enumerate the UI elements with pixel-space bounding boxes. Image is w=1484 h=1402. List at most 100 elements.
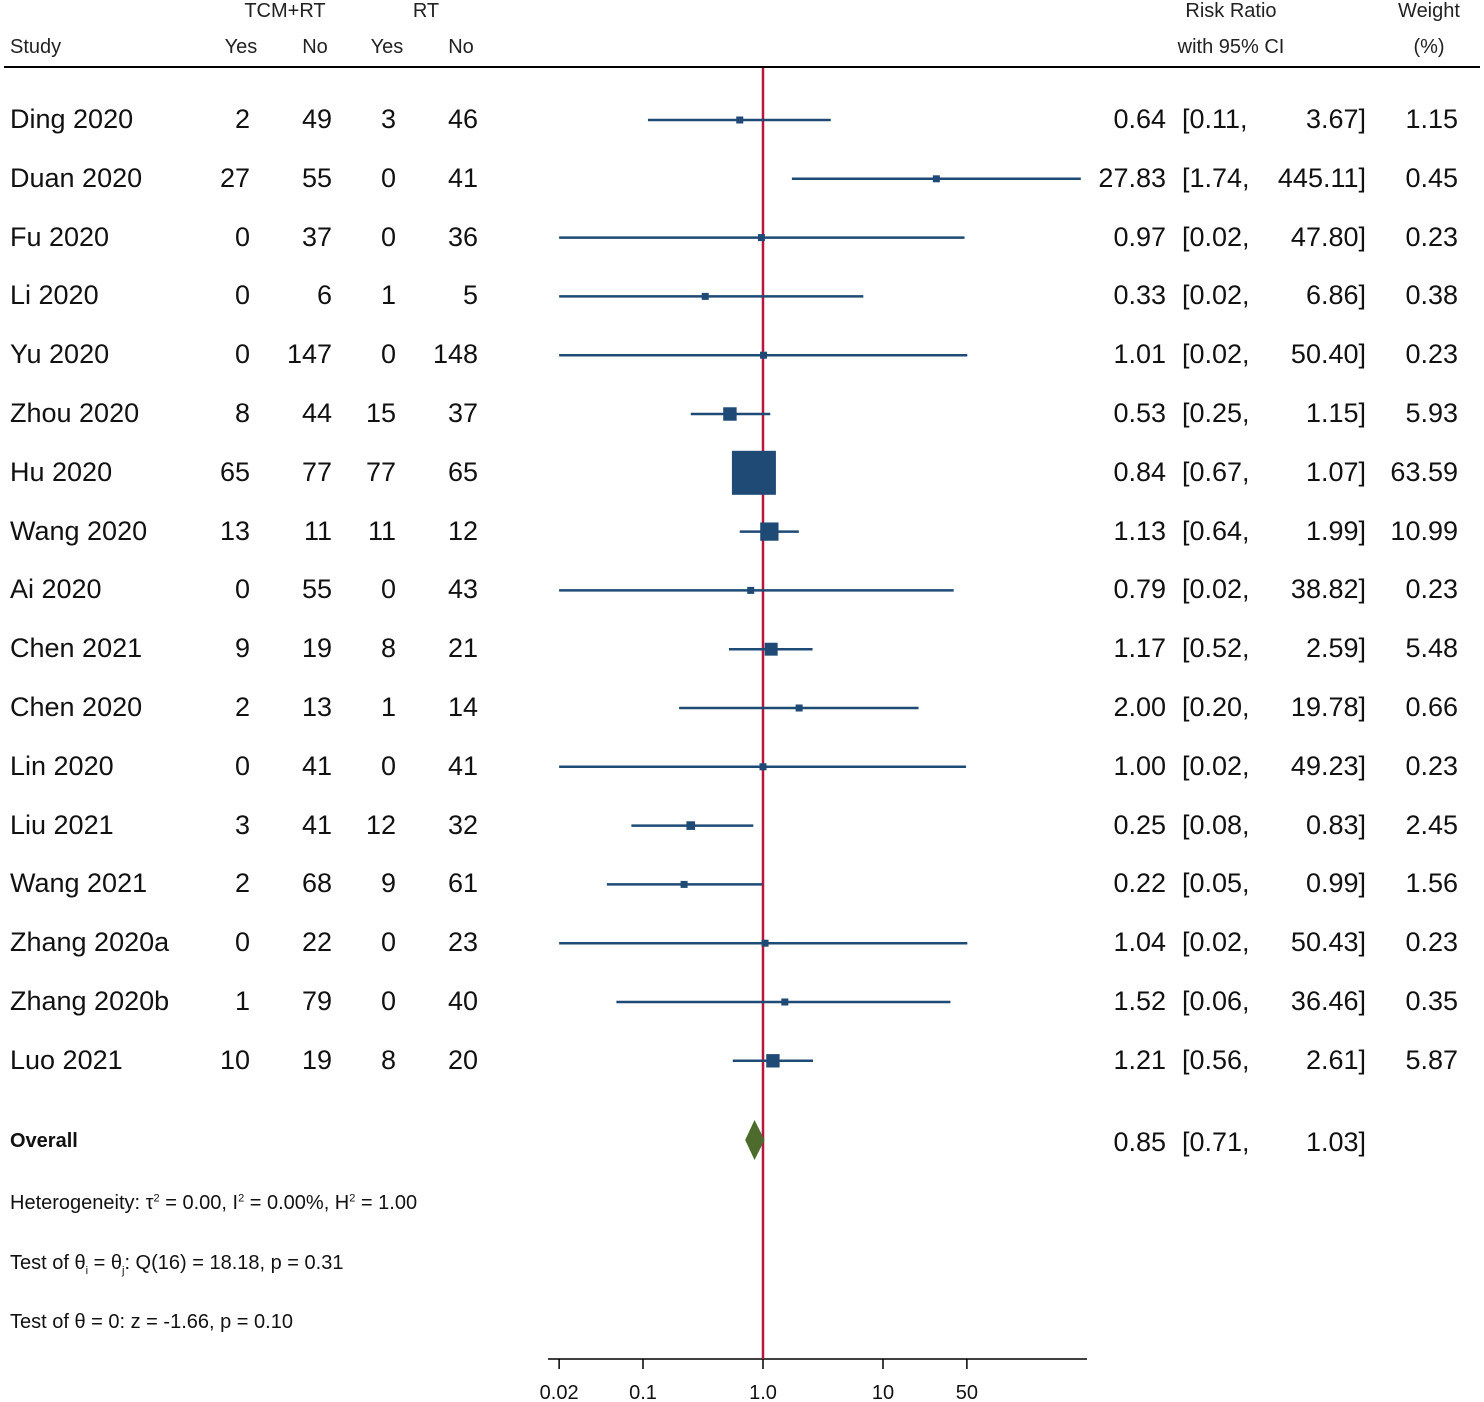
no2-value: 148 — [432, 339, 478, 370]
yes1-value: 10 — [219, 1044, 250, 1075]
yes2-value: 0 — [380, 927, 396, 958]
study-name: Duan 2020 — [10, 162, 143, 193]
effect-header-line1: Risk Ratio — [1185, 0, 1277, 22]
ci-lower-value: [0.02, — [1182, 280, 1250, 311]
yes1-value: 2 — [234, 868, 250, 899]
homogeneity-test-stat: Test of θi = θj: Q(16) = 18.18, p = 0.31 — [10, 1252, 344, 1277]
rr-value: 0.25 — [1113, 809, 1166, 840]
yes1-value: 8 — [234, 398, 250, 428]
effect-marker — [764, 642, 778, 656]
ci-lower-value: [0.64, — [1182, 515, 1250, 546]
no2-value: 41 — [447, 162, 478, 193]
yes1-value: 2 — [234, 104, 250, 134]
study-name: Luo 2021 — [10, 1044, 123, 1075]
no2-value: 20 — [447, 1044, 478, 1075]
no1-value: 6 — [316, 280, 332, 311]
yes2-value: 0 — [380, 339, 396, 370]
weight-value: 0.23 — [1405, 927, 1458, 958]
yes2-value: 1 — [380, 692, 396, 722]
yes1-value: 0 — [234, 339, 250, 370]
rr-value: 2.00 — [1113, 692, 1166, 722]
ci-lower-value: [0.25, — [1182, 398, 1250, 428]
yes1-value: 65 — [219, 456, 250, 487]
study-name: Wang 2020 — [10, 515, 148, 546]
study-name: Li 2020 — [10, 280, 99, 311]
effect-marker — [757, 234, 765, 242]
yes1-value: 3 — [234, 809, 250, 840]
yes2-value: 0 — [380, 221, 396, 252]
rr-value: 1.21 — [1113, 1044, 1166, 1075]
ci-upper-value: 36.46] — [1290, 986, 1366, 1016]
weight-value: 0.45 — [1405, 162, 1458, 193]
ci-lower-value: [0.67, — [1182, 456, 1250, 487]
weight-header-line2: (%) — [1413, 36, 1445, 58]
ci-upper-value: 2.61] — [1305, 1044, 1366, 1075]
no1-value: 55 — [301, 574, 332, 605]
ci-lower-value: [0.08, — [1182, 809, 1250, 840]
no2-value: 46 — [447, 104, 478, 134]
rr-value: 0.53 — [1113, 398, 1166, 428]
weight-value: 0.35 — [1405, 986, 1458, 1016]
yes2-value: 8 — [380, 633, 396, 664]
ci-upper-value: 3.67] — [1305, 104, 1366, 134]
no1-value: 22 — [301, 927, 332, 958]
rr-value: 27.83 — [1098, 162, 1166, 193]
effect-marker — [781, 998, 789, 1006]
yes1-column-header: Yes — [224, 36, 258, 58]
effect-marker — [795, 704, 803, 712]
no2-value: 32 — [447, 809, 478, 840]
x-axis-tick-label: 0.02 — [540, 1382, 579, 1402]
study-name: Chen 2021 — [10, 633, 143, 664]
ci-lower-value: [0.20, — [1182, 692, 1250, 722]
ci-upper-value: 50.40] — [1290, 339, 1366, 370]
no2-value: 40 — [447, 986, 478, 1016]
no2-value: 61 — [447, 868, 478, 899]
study-name: Zhang 2020a — [10, 927, 170, 958]
effect-marker — [747, 586, 755, 594]
overall-hi: 1.03] — [1305, 1127, 1366, 1157]
weight-header-line1: Weight — [1398, 0, 1460, 22]
x-axis-tick-label: 1.0 — [749, 1382, 777, 1402]
rr-value: 0.79 — [1113, 574, 1166, 605]
weight-value: 0.23 — [1405, 574, 1458, 605]
no1-value: 68 — [301, 868, 332, 899]
yes2-value: 0 — [380, 750, 396, 781]
rr-value: 1.13 — [1113, 515, 1166, 546]
weight-value: 2.45 — [1405, 809, 1458, 840]
effect-marker — [761, 939, 769, 947]
yes1-value: 9 — [234, 633, 250, 664]
rr-value: 1.52 — [1113, 986, 1166, 1016]
ci-upper-value: 0.83] — [1305, 809, 1366, 840]
ci-lower-value: [0.52, — [1182, 633, 1250, 664]
rr-value: 0.97 — [1113, 221, 1166, 252]
yes2-value: 8 — [380, 1044, 396, 1075]
ci-upper-value: 1.15] — [1305, 398, 1366, 428]
no1-value: 19 — [301, 633, 332, 664]
yes2-value: 11 — [367, 515, 396, 546]
rr-value: 1.04 — [1113, 927, 1166, 958]
yes1-value: 27 — [219, 162, 250, 193]
overall-diamond — [745, 1120, 765, 1160]
rr-value: 1.17 — [1113, 633, 1166, 664]
ci-upper-value: 6.86] — [1305, 280, 1366, 311]
ci-lower-value: [0.02, — [1182, 750, 1250, 781]
weight-value: 1.56 — [1405, 868, 1458, 899]
yes2-value: 1 — [380, 280, 396, 311]
weight-value: 1.15 — [1405, 104, 1458, 134]
no1-value: 77 — [301, 456, 332, 487]
weight-value: 0.23 — [1405, 750, 1458, 781]
rr-value: 1.01 — [1113, 339, 1166, 370]
no1-value: 41 — [301, 809, 332, 840]
overall-effect-test-stat: Test of θ = 0: z = -1.66, p = 0.10 — [10, 1311, 293, 1333]
study-name: Liu 2021 — [10, 809, 114, 840]
no1-value: 37 — [301, 221, 332, 252]
ci-upper-value: 445.11] — [1277, 162, 1366, 193]
weight-value: 0.23 — [1405, 221, 1458, 252]
no1-value: 55 — [301, 162, 332, 193]
no1-value: 79 — [301, 986, 332, 1016]
yes1-value: 1 — [234, 986, 250, 1016]
weight-value: 5.93 — [1405, 398, 1458, 428]
ci-upper-value: 1.99] — [1305, 515, 1366, 546]
ci-upper-value: 49.23] — [1290, 750, 1366, 781]
effect-marker — [766, 1054, 780, 1068]
